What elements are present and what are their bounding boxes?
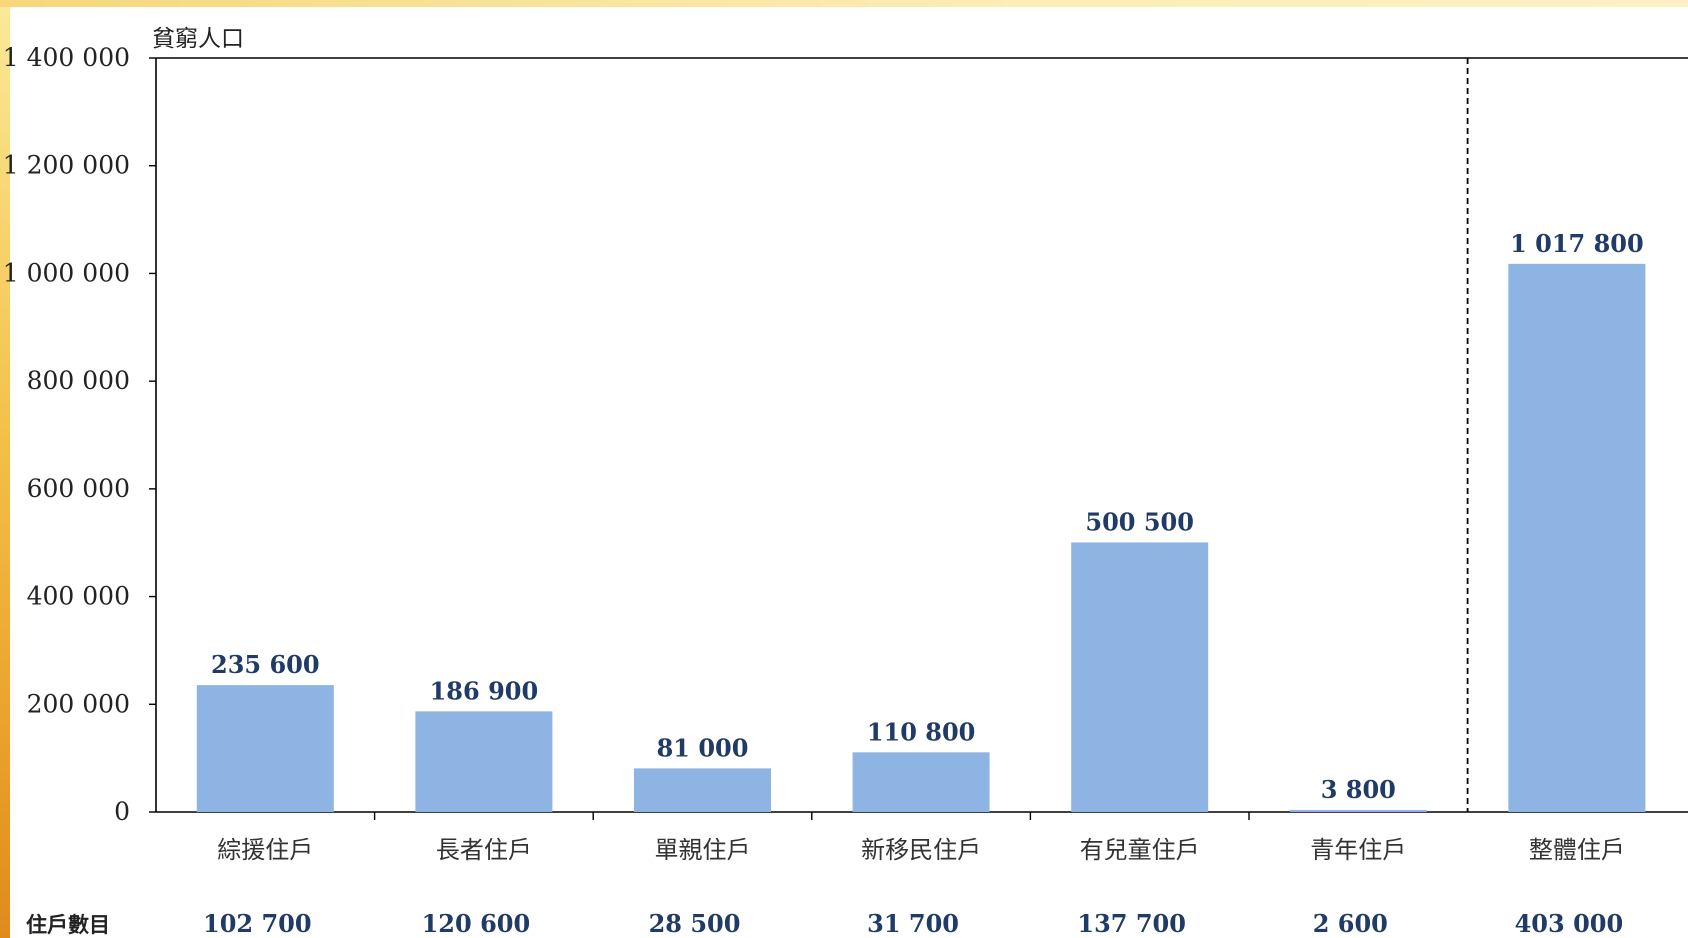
- y-tick-label-4: 800 000: [27, 366, 130, 395]
- bar-value-label-1: 186 900: [430, 676, 539, 705]
- left-accent-stripe: [0, 0, 10, 938]
- bar-0: [196, 685, 334, 812]
- y-axis-title: 貧窮人口: [152, 26, 244, 52]
- bar-value-label-5: 3 800: [1321, 775, 1396, 804]
- household-count-2: 28 500: [649, 909, 741, 938]
- y-tick-label-2: 400 000: [27, 582, 130, 611]
- category-label-4: 有兒童住戶: [1080, 836, 1200, 864]
- household-count-0: 102 700: [203, 909, 312, 938]
- bar-value-label-4: 500 500: [1085, 507, 1194, 536]
- y-tick-label-3: 600 000: [27, 474, 130, 503]
- household-count-title: 住戶數目: [26, 912, 110, 937]
- bar-value-label-3: 110 800: [867, 717, 976, 746]
- bar-value-label-6: 1 017 800: [1510, 229, 1644, 258]
- bar-5: [1289, 809, 1427, 812]
- category-label-0: 綜援住戶: [217, 836, 313, 864]
- bar-6: [1508, 263, 1646, 812]
- household-count-5: 2 600: [1313, 909, 1388, 938]
- household-count-1: 120 600: [422, 909, 531, 938]
- category-label-6: 整體住戶: [1529, 836, 1625, 864]
- top-accent-stripe: [0, 0, 1688, 7]
- bar-1: [415, 711, 553, 812]
- category-label-3: 新移民住戶: [861, 836, 981, 864]
- plot-area: 0 200 000 400 000 600 000 800 000 1 000 000 1 …: [3, 43, 1688, 938]
- y-tick-label-0: 0: [114, 797, 130, 826]
- bar-value-label-2: 81 000: [657, 733, 749, 762]
- household-count-3: 31 700: [867, 909, 959, 938]
- y-tick-label-1: 200 000: [27, 689, 130, 718]
- y-tick-label-7: 1 400 000: [3, 43, 130, 72]
- household-count-4: 137 700: [1077, 909, 1186, 938]
- y-tick-label-5: 1 000 000: [3, 258, 130, 287]
- household-count-6: 403 000: [1515, 909, 1624, 938]
- category-label-2: 單親住戶: [655, 836, 751, 864]
- bar-value-label-0: 235 600: [211, 650, 320, 679]
- category-label-5: 青年住戶: [1310, 836, 1406, 864]
- bar-2: [634, 768, 771, 812]
- bar-4: [1071, 542, 1209, 812]
- y-tick-label-6: 1 200 000: [3, 151, 130, 180]
- bar-3: [852, 752, 990, 812]
- category-label-1: 長者住戶: [436, 836, 532, 864]
